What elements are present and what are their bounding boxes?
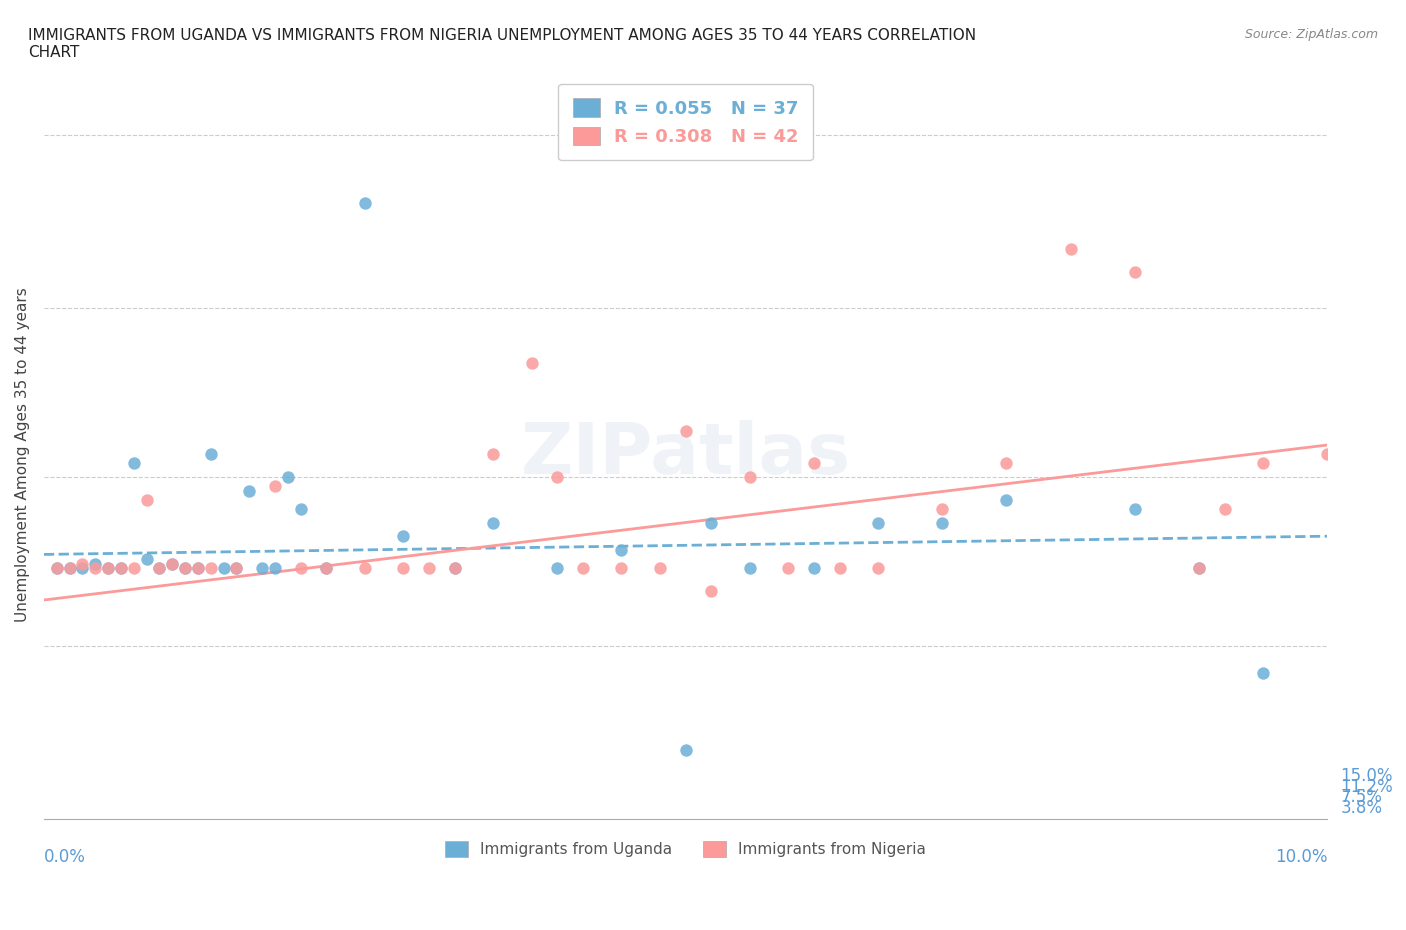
Point (738, 561, 761, 576)
Point (392, 529, 415, 544)
Point (148, 561, 170, 576)
Point (648, 561, 671, 576)
Point (700, 583, 723, 598)
Point (187, 561, 209, 576)
Point (1123, 264, 1146, 279)
Point (72, 556, 94, 571)
Point (1316, 446, 1339, 461)
Point (738, 470, 761, 485)
Point (803, 456, 825, 471)
Point (225, 561, 247, 576)
Point (264, 561, 287, 576)
Text: 0.0%: 0.0% (44, 848, 86, 866)
Point (290, 561, 312, 576)
Point (122, 456, 145, 471)
Text: 15.0%: 15.0% (1340, 767, 1393, 785)
Point (995, 492, 1018, 507)
Point (315, 561, 337, 576)
Point (443, 561, 465, 576)
Point (45, 561, 67, 576)
Point (392, 561, 415, 576)
Point (868, 515, 890, 530)
Point (250, 561, 273, 576)
Point (225, 561, 247, 576)
Point (58, 561, 80, 576)
Point (84, 561, 107, 576)
Point (148, 561, 170, 576)
Point (1213, 501, 1236, 516)
Point (110, 561, 132, 576)
Text: 3.8%: 3.8% (1340, 799, 1382, 817)
Text: 11.2%: 11.2% (1340, 777, 1393, 796)
Point (931, 501, 953, 516)
Point (187, 561, 209, 576)
Point (212, 561, 235, 576)
Point (72, 561, 94, 576)
Point (162, 556, 184, 571)
Text: 7.5%: 7.5% (1340, 789, 1382, 806)
Point (828, 561, 851, 576)
Point (200, 446, 222, 461)
Point (135, 551, 157, 566)
Point (353, 196, 375, 211)
Point (1188, 561, 1211, 576)
Point (315, 561, 337, 576)
Point (675, 743, 697, 758)
Point (418, 561, 440, 576)
Point (700, 515, 723, 530)
Point (610, 542, 633, 557)
Point (1123, 501, 1146, 516)
Text: 10.0%: 10.0% (1275, 848, 1327, 866)
Y-axis label: Unemployment Among Ages 35 to 44 years: Unemployment Among Ages 35 to 44 years (15, 286, 30, 621)
Point (546, 561, 568, 576)
Point (995, 456, 1018, 471)
Text: ZIPatlas: ZIPatlas (520, 419, 851, 488)
Point (778, 561, 800, 576)
Point (520, 355, 543, 370)
Point (482, 446, 505, 461)
Point (238, 484, 260, 498)
Point (931, 515, 953, 530)
Text: IMMIGRANTS FROM UGANDA VS IMMIGRANTS FROM NIGERIA UNEMPLOYMENT AMONG AGES 35 TO : IMMIGRANTS FROM UGANDA VS IMMIGRANTS FRO… (28, 28, 976, 60)
Point (58, 561, 80, 576)
Point (97, 561, 120, 576)
Point (353, 561, 375, 576)
Point (1251, 666, 1274, 681)
Point (264, 479, 287, 494)
Point (482, 515, 505, 530)
Point (675, 424, 697, 439)
Point (1059, 242, 1081, 257)
Point (84, 556, 107, 571)
Point (1251, 456, 1274, 471)
Text: Source: ZipAtlas.com: Source: ZipAtlas.com (1244, 28, 1378, 41)
Point (1188, 561, 1211, 576)
Point (868, 561, 890, 576)
Point (174, 561, 197, 576)
Point (122, 561, 145, 576)
Point (200, 561, 222, 576)
Point (174, 561, 197, 576)
Point (443, 561, 465, 576)
Point (45, 561, 67, 576)
Point (803, 561, 825, 576)
Point (110, 561, 132, 576)
Point (135, 492, 157, 507)
Point (277, 470, 299, 485)
Point (610, 561, 633, 576)
Legend: Immigrants from Uganda, Immigrants from Nigeria: Immigrants from Uganda, Immigrants from … (433, 830, 938, 870)
Point (162, 556, 184, 571)
Point (97, 561, 120, 576)
Point (572, 561, 595, 576)
Point (546, 470, 568, 485)
Point (290, 501, 312, 516)
